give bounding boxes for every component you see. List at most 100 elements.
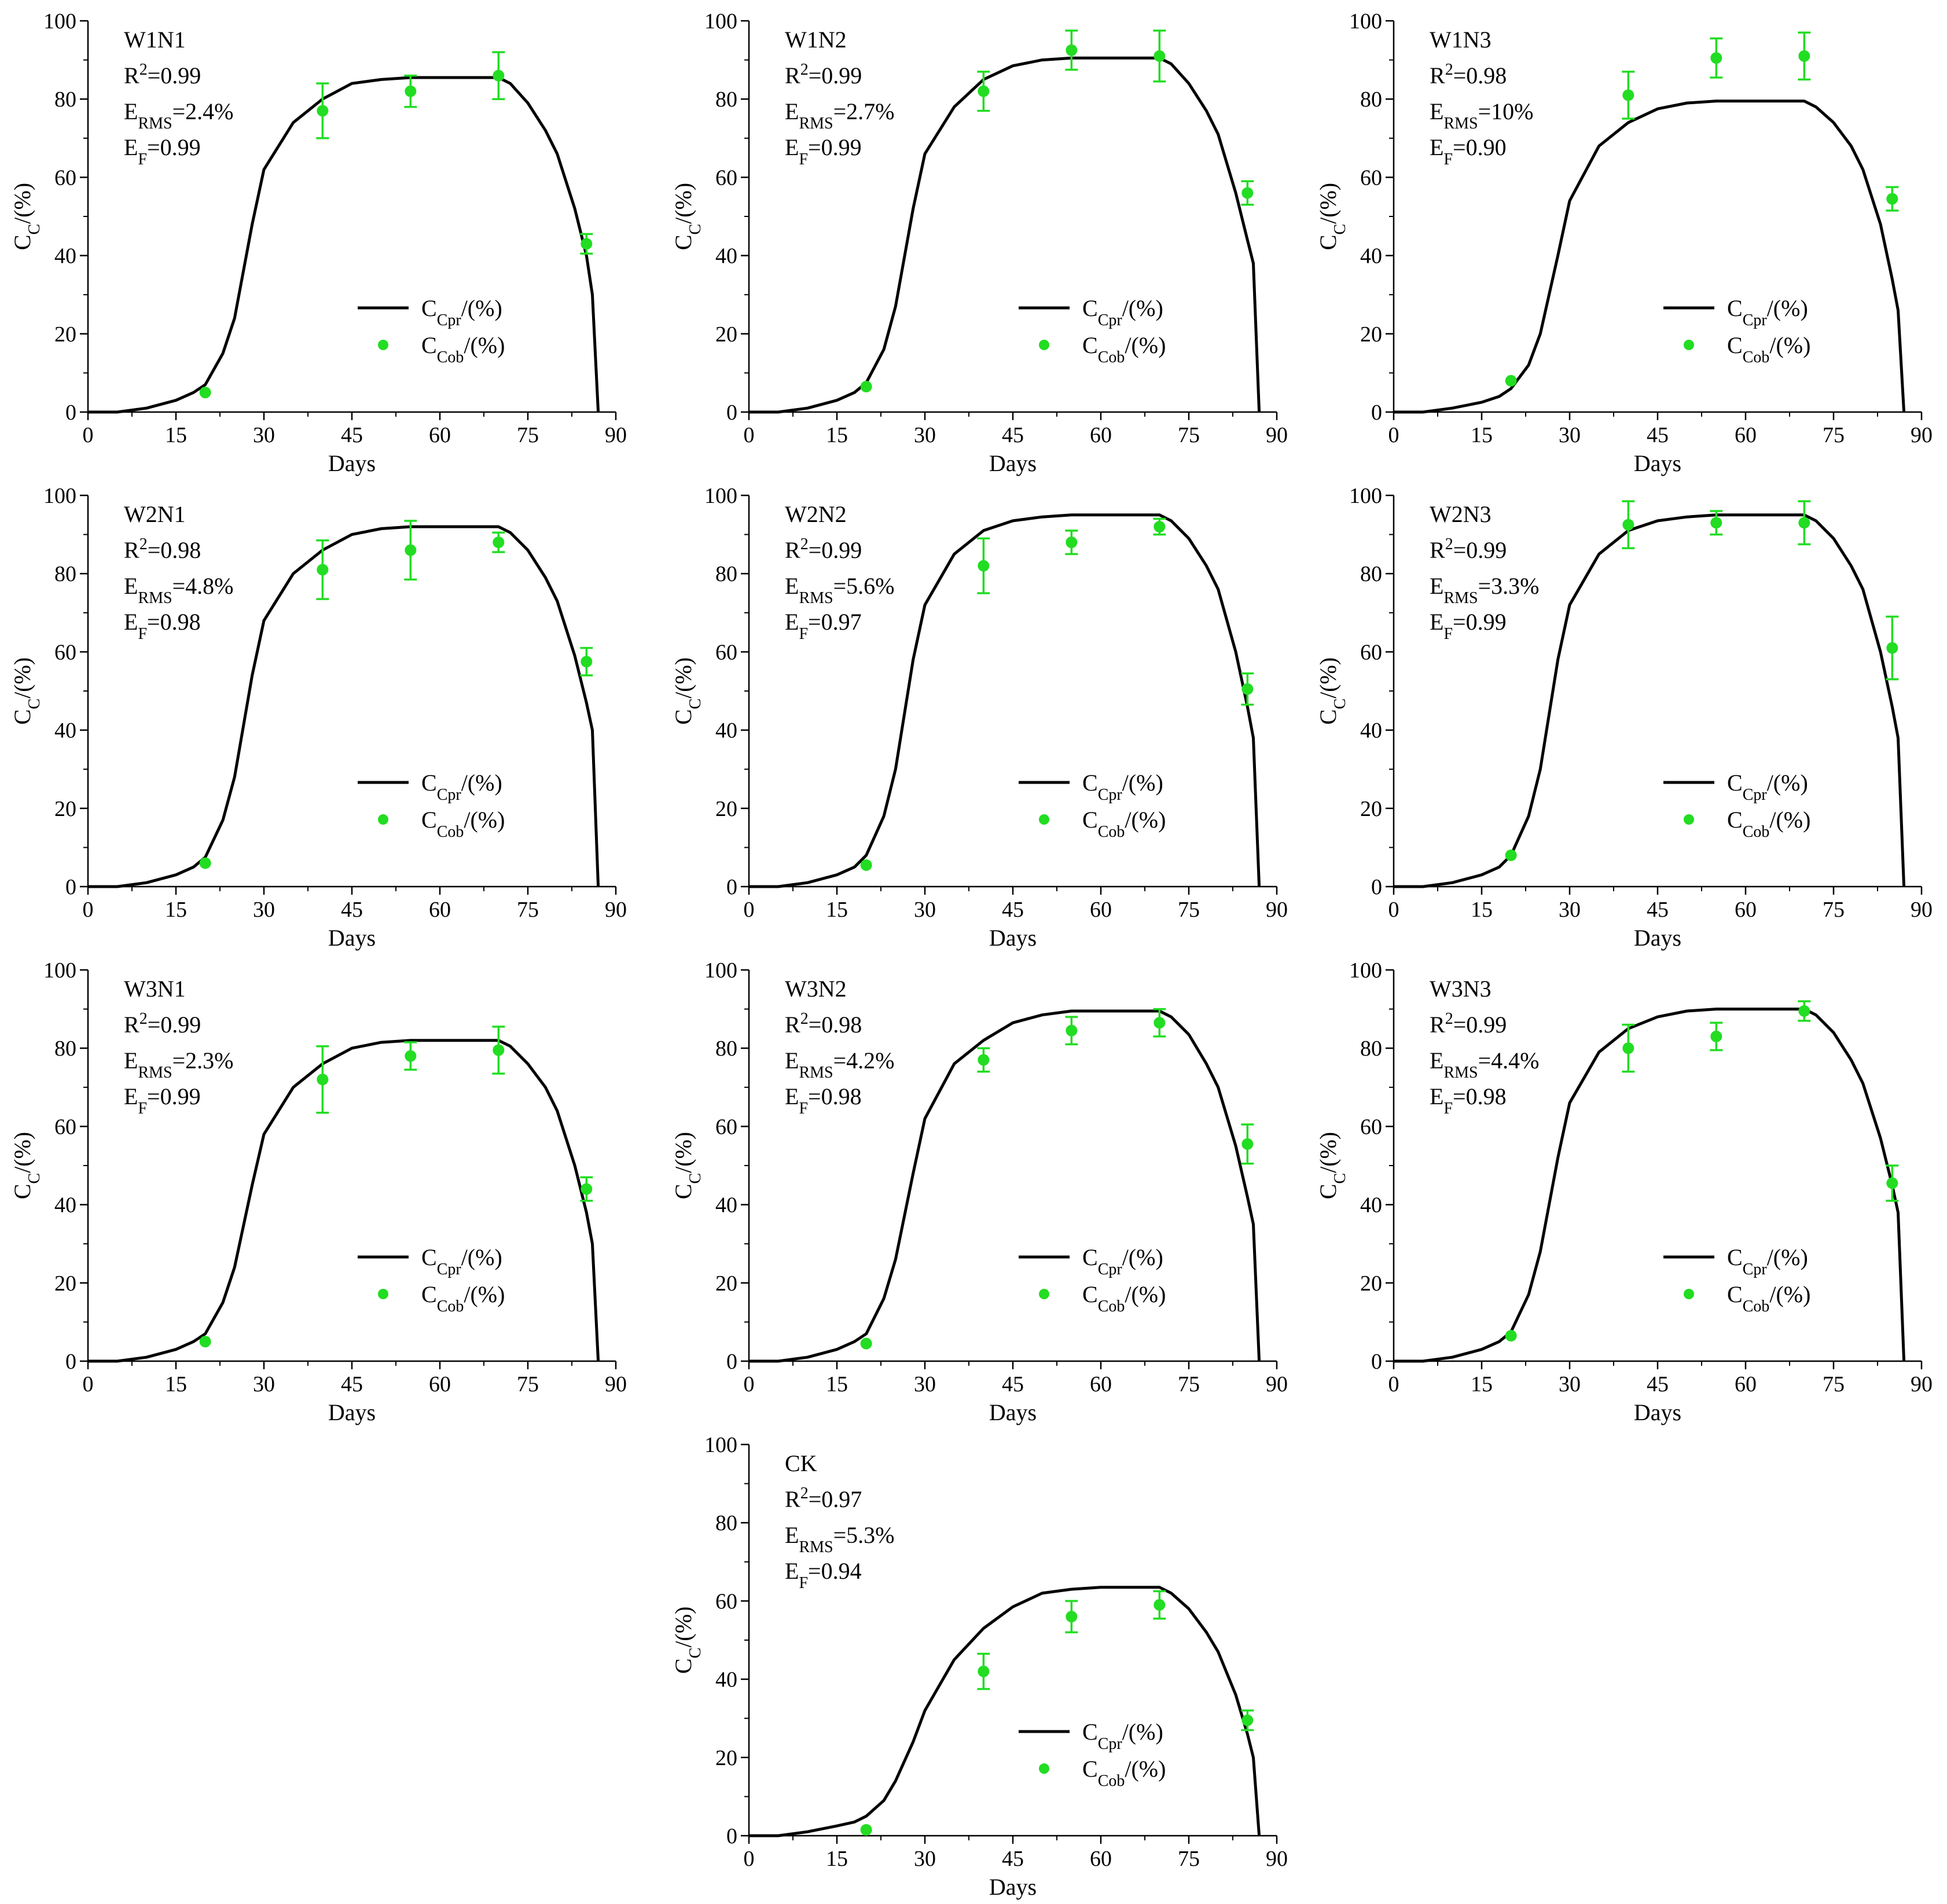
r2-value: R2=0.99	[1430, 535, 1507, 564]
y-tick-label: 80	[54, 1036, 76, 1061]
x-tick-label: 90	[1266, 898, 1288, 922]
r2-value-part: R	[124, 1012, 139, 1038]
r2-value-part: 2	[1445, 1010, 1453, 1028]
legend-point-swatch	[1039, 1763, 1049, 1774]
observed-point	[1066, 1611, 1078, 1623]
legend-entry-pred-part: C	[1082, 1719, 1098, 1745]
observed-point	[978, 1054, 990, 1066]
chart-panel-W1N3: 0 15 30 45 60 75 90020406080100DaysCC/(%)W1N3R…	[1315, 9, 1933, 476]
legend-entry-obs: CCob/(%)	[421, 332, 505, 366]
y-tick-label: 40	[715, 1668, 737, 1692]
observed-point	[493, 536, 505, 549]
y-tick-label: 80	[54, 562, 76, 586]
observed-point	[1241, 1714, 1254, 1726]
y-axis-title-part: C	[1331, 699, 1349, 710]
y-tick-label: 40	[1360, 719, 1382, 743]
legend-point-swatch	[378, 1289, 388, 1299]
x-axis-title: Days	[989, 925, 1037, 951]
y-axis-title-part: /(%)	[670, 183, 696, 224]
rms-value-part: E	[124, 573, 138, 599]
y-axis-title-part: C	[686, 699, 704, 710]
legend-entry-obs-part: Cob	[437, 1297, 464, 1315]
x-tick-label: 30	[1559, 423, 1581, 447]
legend-entry-obs-part: Cob	[1098, 1772, 1125, 1790]
x-tick-label: 75	[1178, 1372, 1200, 1396]
legend-entry-pred-part: Cpr	[437, 786, 462, 804]
legend-entry-obs-part: C	[1727, 332, 1743, 358]
ef-value: EF=0.99	[124, 134, 201, 168]
r2-value: R2=0.99	[124, 1010, 201, 1038]
r2-value-part: 2	[139, 1010, 148, 1028]
x-tick-label: 60	[1090, 1372, 1112, 1396]
observed-point	[1153, 1017, 1166, 1029]
legend-entry-obs-part: C	[1727, 807, 1743, 833]
x-tick-label: 75	[1823, 1372, 1845, 1396]
x-tick-label: 30	[914, 423, 936, 447]
y-tick-label: 100	[1349, 484, 1382, 508]
y-tick-label: 60	[715, 1589, 737, 1613]
x-axis-title: Days	[989, 450, 1037, 476]
y-tick-label: 40	[715, 1193, 737, 1218]
legend-entry-obs: CCob/(%)	[1082, 1281, 1166, 1315]
x-tick-label: 75	[517, 898, 539, 922]
rms-value-part: E	[785, 98, 799, 124]
legend-entry-pred: CCpr/(%)	[1727, 770, 1808, 804]
y-axis-title: CC/(%)	[1315, 657, 1349, 725]
legend-entry-pred-part: C	[1082, 295, 1098, 321]
y-tick-label: 100	[704, 958, 737, 983]
y-axis-title-part: C	[25, 1173, 43, 1184]
y-axis-title-part: C	[670, 1184, 696, 1200]
legend-entry-pred-part: Cpr	[1098, 311, 1123, 329]
observed-point	[1066, 44, 1078, 56]
legend-entry-pred-part: /(%)	[1122, 295, 1163, 321]
observed-point	[1241, 683, 1254, 695]
x-axis-title: Days	[989, 1399, 1037, 1425]
x-tick-label: 45	[1647, 423, 1669, 447]
rms-value: ERMS=5.6%	[785, 573, 894, 607]
rms-value-part: E	[1430, 573, 1443, 599]
observed-point	[1153, 521, 1166, 533]
observed-point	[978, 560, 990, 572]
y-tick-label: 40	[54, 1193, 76, 1218]
y-axis-title: CC/(%)	[9, 183, 43, 250]
legend-entry-pred-part: /(%)	[461, 770, 502, 796]
legend-point-swatch	[1684, 814, 1694, 825]
y-axis-title-part: C	[1315, 710, 1341, 725]
x-tick-label: 45	[1647, 898, 1669, 922]
y-axis-title: CC/(%)	[1315, 183, 1349, 250]
x-tick-label: 90	[1911, 1372, 1933, 1396]
y-tick-label: 0	[726, 1824, 737, 1848]
r2-value: R2=0.99	[785, 535, 862, 564]
predicted-line	[88, 525, 600, 888]
r2-value: R2=0.98	[785, 1010, 862, 1038]
y-axis-title-part: /(%)	[670, 1132, 696, 1173]
x-tick-label: 75	[1178, 1847, 1200, 1871]
legend-point-swatch	[378, 340, 388, 350]
y-tick-label: 100	[43, 484, 76, 508]
y-tick-label: 60	[715, 640, 737, 664]
legend-entry-obs: CCob/(%)	[1727, 1281, 1810, 1315]
observed-point	[493, 1044, 505, 1056]
predicted-line	[1394, 1008, 1906, 1363]
x-tick-label: 0	[83, 898, 94, 922]
x-tick-label: 15	[1471, 1372, 1493, 1396]
ef-value-part: =0.99	[808, 134, 862, 160]
observed-point	[199, 857, 211, 869]
rms-value: ERMS=4.2%	[785, 1047, 894, 1082]
y-tick-label: 100	[43, 958, 76, 983]
legend-entry-pred-part: C	[1727, 770, 1743, 796]
legend-entry-obs-part: /(%)	[1125, 807, 1166, 833]
legend-point-swatch	[1684, 340, 1694, 350]
legend-entry-obs-part: /(%)	[1769, 807, 1810, 833]
y-tick-label: 20	[1360, 797, 1382, 821]
ef-value: EF=0.90	[1430, 134, 1507, 168]
x-tick-label: 30	[253, 423, 275, 447]
legend-entry-pred-part: Cpr	[1743, 311, 1768, 329]
rms-value-part: E	[785, 573, 799, 599]
x-tick-label: 15	[165, 423, 187, 447]
y-tick-label: 20	[54, 1271, 76, 1296]
ef-value-part: E	[1430, 134, 1443, 160]
y-axis-title-part: C	[9, 710, 35, 725]
observed-point	[1066, 536, 1078, 549]
x-tick-label: 45	[1002, 898, 1024, 922]
